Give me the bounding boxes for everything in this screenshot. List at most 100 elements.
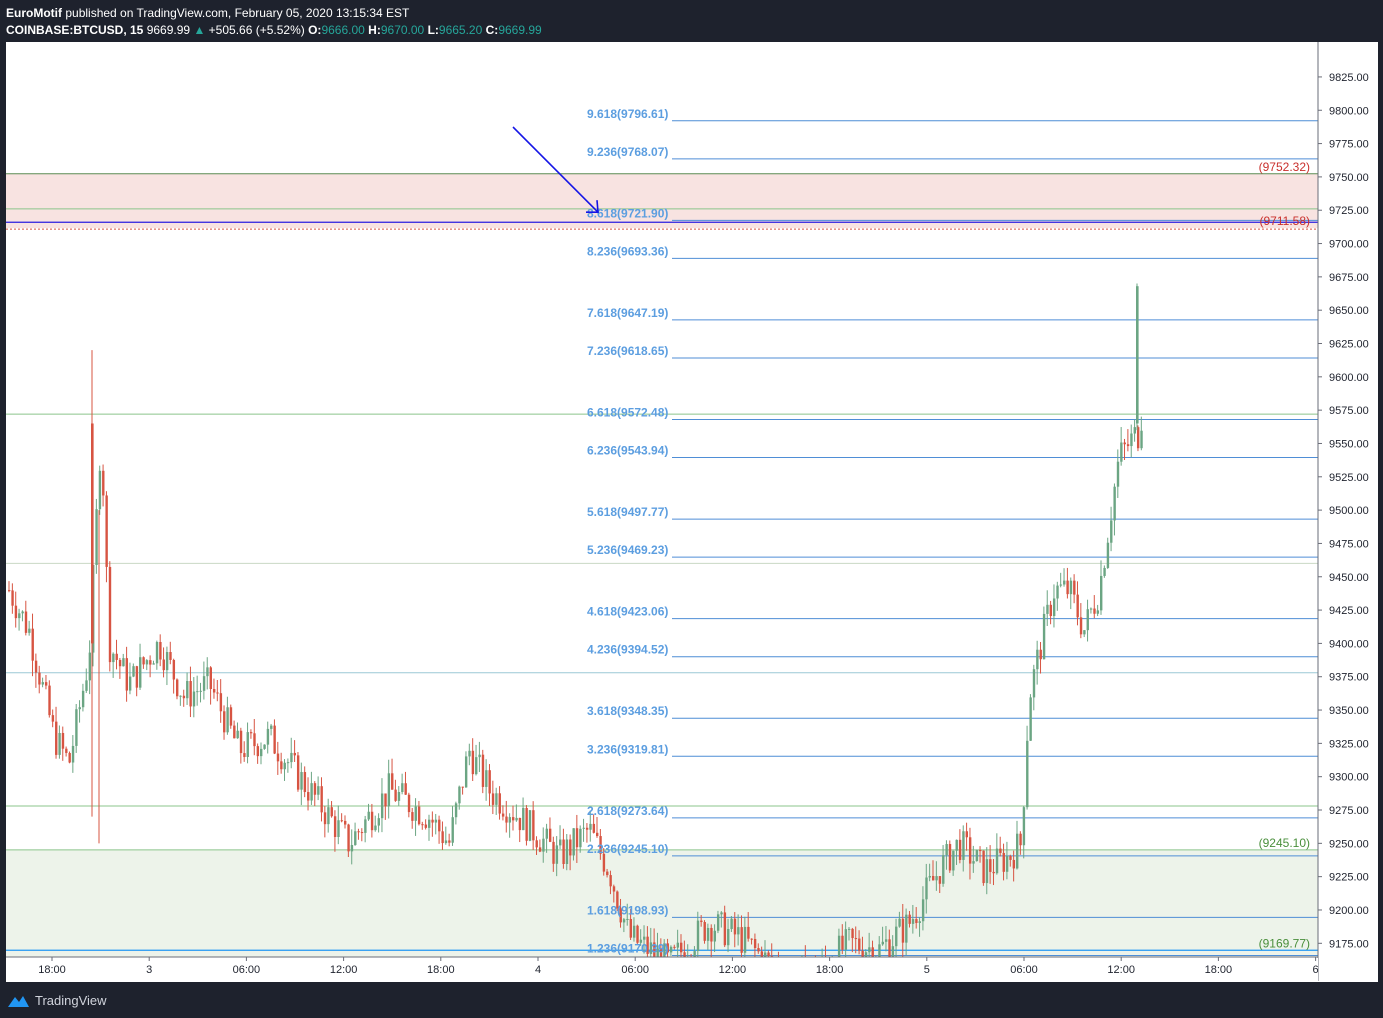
candle-body[interactable] — [1069, 580, 1073, 595]
candle-body[interactable] — [555, 845, 559, 864]
candle-body[interactable] — [1120, 442, 1123, 462]
candle-body[interactable] — [414, 806, 417, 821]
candle-body[interactable] — [139, 657, 142, 688]
candle-body[interactable] — [999, 848, 1002, 853]
candle-body[interactable] — [995, 848, 999, 874]
candle-body[interactable] — [303, 772, 307, 793]
candle-body[interactable] — [1106, 542, 1110, 568]
candle-body[interactable] — [972, 861, 975, 864]
candle-body[interactable] — [38, 672, 41, 685]
candle-body[interactable] — [501, 813, 505, 817]
candle-body[interactable] — [562, 839, 565, 865]
candle-body[interactable] — [673, 946, 676, 948]
candle-body[interactable] — [61, 732, 65, 749]
candle-body[interactable] — [337, 820, 340, 837]
candle-body[interactable] — [464, 756, 468, 788]
candle-body[interactable] — [28, 628, 31, 633]
candle-body[interactable] — [629, 918, 632, 938]
candle-body[interactable] — [172, 659, 176, 680]
candle-body[interactable] — [952, 850, 955, 871]
candle-body[interactable] — [1002, 852, 1005, 872]
candle-body[interactable] — [871, 947, 874, 957]
candle-body[interactable] — [118, 659, 122, 667]
candle-body[interactable] — [1005, 856, 1009, 872]
candle-body[interactable] — [1032, 669, 1036, 698]
candle-body[interactable] — [377, 818, 380, 826]
candle-body[interactable] — [528, 810, 532, 841]
candle-body[interactable] — [884, 939, 888, 942]
candle-body[interactable] — [461, 786, 464, 788]
candle-body[interactable] — [596, 832, 599, 837]
candle-body[interactable] — [1022, 807, 1026, 846]
candle-body[interactable] — [612, 886, 616, 892]
candle-body[interactable] — [965, 831, 968, 838]
candle-body[interactable] — [290, 752, 293, 763]
candle-body[interactable] — [115, 653, 118, 660]
candle-body[interactable] — [864, 952, 868, 957]
time-axis[interactable]: 18:00 3 06:00 12:00 18:00 4 06:00 12:00 18:00 5 06… — [6, 956, 1319, 981]
candle-body[interactable] — [938, 876, 942, 884]
candle-body[interactable] — [905, 914, 908, 943]
candle-body[interactable] — [145, 660, 149, 665]
candle-body[interactable] — [720, 912, 723, 915]
candle-body[interactable] — [202, 676, 206, 691]
candle-body[interactable] — [192, 691, 196, 707]
candle-body[interactable] — [266, 728, 270, 745]
candle-body[interactable] — [548, 828, 552, 842]
candle-body[interactable] — [11, 590, 14, 606]
candle-body[interactable] — [253, 733, 256, 747]
candle-body[interactable] — [219, 693, 223, 712]
candle-body[interactable] — [128, 676, 132, 691]
candle-body[interactable] — [495, 793, 498, 805]
candle-body[interactable] — [925, 877, 928, 900]
candle-body[interactable] — [958, 839, 962, 860]
candle-body[interactable] — [653, 942, 656, 957]
candle-body[interactable] — [992, 871, 995, 874]
candle-body[interactable] — [485, 770, 488, 787]
candle-body[interactable] — [448, 840, 451, 843]
candle-body[interactable] — [88, 652, 92, 681]
candle-body[interactable] — [1123, 442, 1126, 445]
candle-body[interactable] — [498, 793, 501, 814]
candle-body[interactable] — [327, 807, 330, 825]
candle-body[interactable] — [14, 605, 18, 619]
candle-body[interactable] — [313, 783, 317, 795]
candle-body[interactable] — [1036, 649, 1039, 670]
candle-body[interactable] — [1083, 630, 1086, 635]
candle-body[interactable] — [491, 793, 495, 805]
candle-body[interactable] — [142, 657, 145, 665]
candle-body[interactable] — [454, 803, 458, 818]
symbol-label[interactable]: COINBASE:BTCUSD, 15 — [6, 23, 144, 37]
candle-body[interactable] — [868, 947, 871, 953]
candle-body[interactable] — [125, 658, 128, 691]
candle-body[interactable] — [659, 948, 663, 957]
candle-body[interactable] — [330, 807, 333, 817]
candle-body[interactable] — [760, 951, 764, 957]
candle-body[interactable] — [367, 811, 370, 820]
candle-body[interactable] — [1039, 649, 1042, 660]
candle-body[interactable] — [8, 590, 11, 592]
candle-body[interactable] — [48, 685, 51, 716]
candle-body[interactable] — [851, 928, 854, 939]
candle-body[interactable] — [585, 827, 589, 830]
candle-body[interactable] — [276, 753, 280, 762]
candle-body[interactable] — [636, 925, 639, 943]
candle-body[interactable] — [199, 690, 202, 692]
candle-body[interactable] — [841, 935, 844, 950]
candle-body[interactable] — [471, 750, 475, 775]
candle-body[interactable] — [229, 707, 233, 726]
candle-body[interactable] — [532, 810, 535, 841]
candle-body[interactable] — [152, 663, 155, 665]
candle-body[interactable] — [44, 682, 48, 686]
candle-body[interactable] — [344, 820, 347, 825]
candle-body[interactable] — [545, 828, 548, 839]
candle-body[interactable] — [878, 944, 881, 957]
candle-body[interactable] — [727, 929, 730, 946]
candle-body[interactable] — [223, 711, 226, 733]
candle-body[interactable] — [666, 943, 669, 953]
candle-body[interactable] — [320, 786, 323, 813]
candle-body[interactable] — [478, 754, 481, 758]
price-axis[interactable]: 9825.00 9800.00 9775.00 9750.00 9725.00 9700.… — [1317, 42, 1378, 981]
candle-body[interactable] — [438, 819, 441, 832]
candle-body[interactable] — [932, 875, 935, 881]
